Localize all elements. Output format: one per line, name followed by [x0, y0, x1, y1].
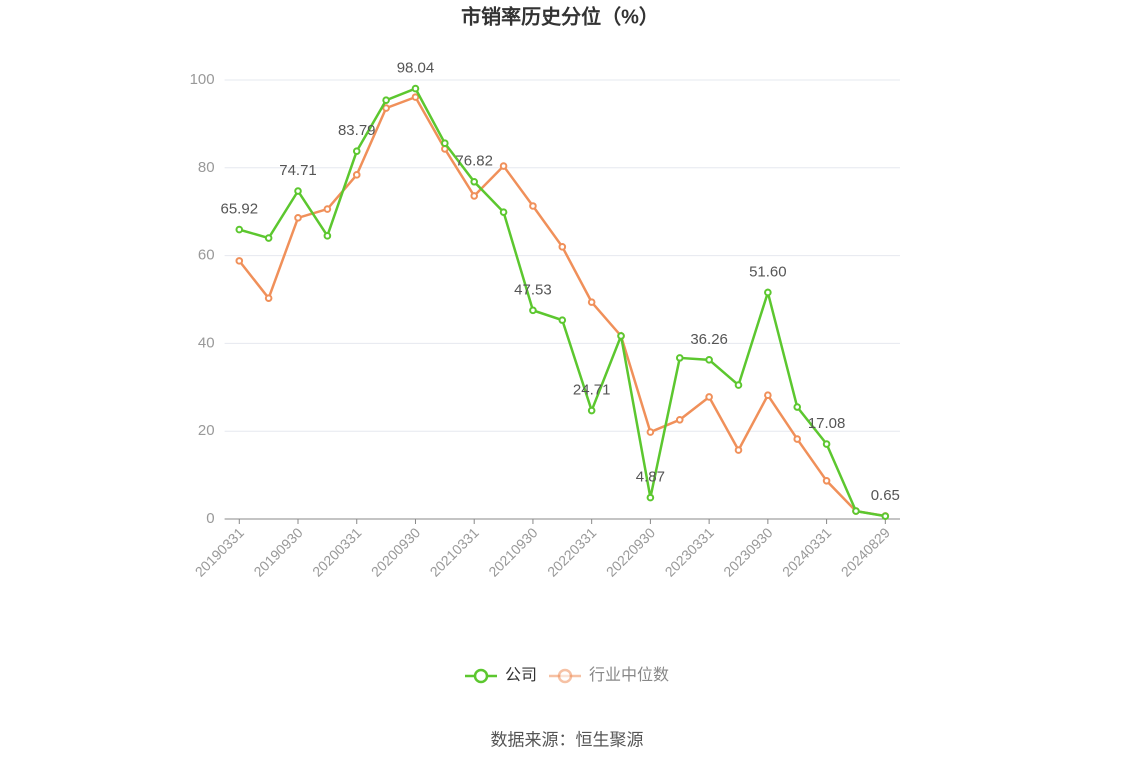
- point: [734, 446, 743, 454]
- data-label: 4.87: [636, 469, 665, 486]
- y-tick-label: 60: [198, 247, 215, 264]
- data-label: 24.71: [573, 381, 611, 398]
- point: [382, 104, 390, 112]
- point: [587, 298, 596, 306]
- data-label: 76.82: [455, 153, 493, 170]
- x-tick-label: 20240331: [779, 524, 835, 580]
- point: [352, 147, 361, 155]
- point: [881, 512, 890, 520]
- point: [764, 391, 772, 400]
- point: [499, 162, 508, 170]
- point: [529, 202, 537, 210]
- point: [470, 177, 479, 186]
- point: [793, 435, 802, 443]
- point: [764, 288, 772, 297]
- data-label: 47.53: [514, 281, 552, 298]
- point: [323, 232, 332, 240]
- point: [705, 393, 713, 401]
- source-note: 数据来源：恒生聚源: [491, 730, 644, 749]
- point: [382, 96, 390, 104]
- data-label: 74.71: [279, 162, 317, 179]
- y-tick-label: 20: [198, 422, 215, 439]
- point: [499, 208, 508, 216]
- data-label: 17.08: [808, 415, 846, 432]
- point: [793, 403, 802, 411]
- legend-marker: [473, 668, 489, 684]
- y-tick-label: 100: [190, 71, 215, 88]
- point: [734, 381, 743, 389]
- point: [411, 84, 420, 93]
- point: [646, 428, 655, 436]
- point: [264, 294, 273, 302]
- point: [617, 332, 625, 340]
- point: [352, 171, 361, 179]
- point: [646, 493, 655, 502]
- point: [705, 356, 713, 364]
- data-label: 98.04: [397, 60, 435, 77]
- y-tick-label: 0: [206, 510, 214, 527]
- series-line: [238, 87, 886, 518]
- x-tick-label: 20210331: [427, 524, 483, 580]
- point: [323, 205, 332, 213]
- data-label: 51.60: [749, 263, 787, 280]
- data-label: 0.65: [871, 487, 900, 504]
- data-label: 83.79: [338, 122, 376, 139]
- x-tick-label: 20190930: [250, 524, 306, 580]
- point: [675, 415, 684, 424]
- point: [529, 306, 537, 315]
- legend-label: 公司: [505, 667, 537, 684]
- point: [235, 225, 244, 234]
- x-tick-label: 20210930: [485, 524, 541, 580]
- point: [587, 406, 596, 415]
- point: [411, 93, 420, 101]
- legend-marker: [557, 668, 573, 684]
- point: [470, 192, 479, 200]
- point: [294, 187, 302, 195]
- x-tick-label: 20230331: [662, 524, 718, 580]
- series-line: [238, 95, 886, 518]
- point: [441, 139, 449, 148]
- point: [235, 257, 244, 265]
- data-label: 65.92: [221, 201, 259, 218]
- point: [294, 214, 302, 222]
- point: [822, 440, 831, 448]
- point: [822, 477, 831, 485]
- chart-title: 市销率历史分位（%）: [461, 4, 659, 28]
- x-tick-label: 20200930: [368, 524, 424, 580]
- y-tick-label: 40: [198, 334, 215, 351]
- legend-label: 行业中位数: [589, 666, 669, 684]
- point: [558, 243, 567, 251]
- x-tick-label: 20220930: [603, 524, 659, 580]
- x-tick-label: 20240829: [838, 524, 894, 580]
- x-tick-label: 20190331: [192, 524, 248, 580]
- x-tick-label: 20200331: [309, 524, 365, 580]
- point: [558, 316, 567, 324]
- x-tick-label: 20220331: [544, 524, 600, 580]
- point: [852, 507, 860, 515]
- x-tick-label: 20230930: [720, 524, 776, 580]
- point: [675, 354, 684, 362]
- point: [264, 234, 273, 242]
- y-tick-label: 80: [198, 159, 215, 176]
- data-label: 36.26: [690, 331, 728, 348]
